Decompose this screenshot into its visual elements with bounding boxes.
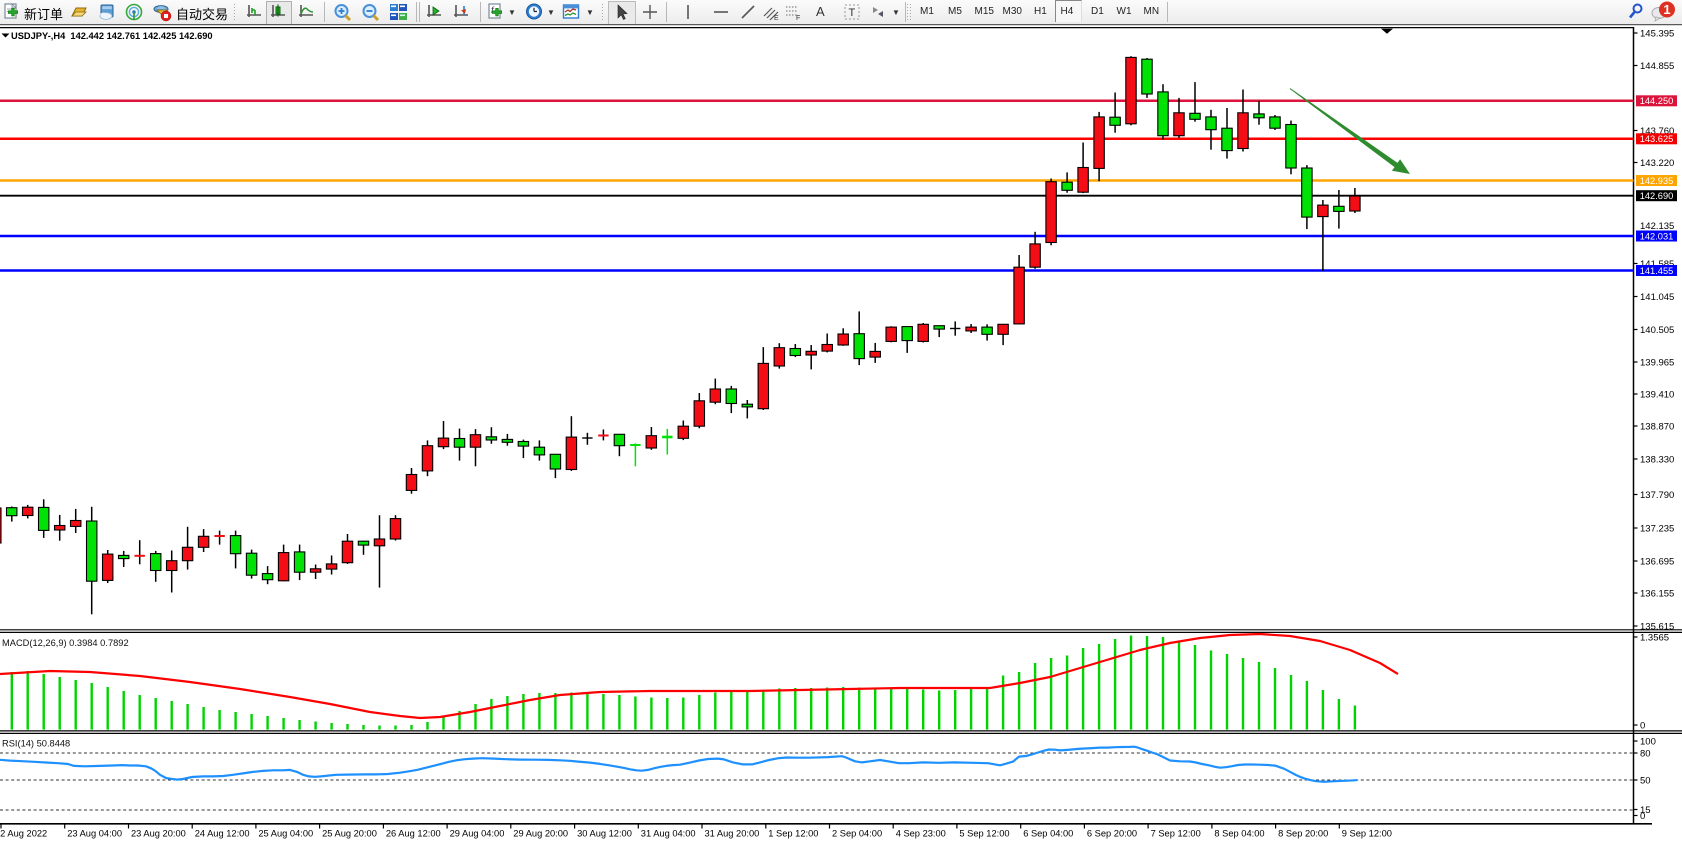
svg-text:0: 0	[1640, 811, 1645, 822]
svg-text:6 Sep 04:00: 6 Sep 04:00	[1023, 829, 1073, 839]
svg-text:4 Sep 23:00: 4 Sep 23:00	[896, 829, 946, 839]
svg-text:8 Sep 20:00: 8 Sep 20:00	[1278, 829, 1328, 839]
svg-text:26 Aug 12:00: 26 Aug 12:00	[386, 829, 441, 839]
svg-text:139.965: 139.965	[1640, 357, 1674, 368]
svg-text:7 Sep 12:00: 7 Sep 12:00	[1151, 829, 1201, 839]
svg-text:30 Aug 12:00: 30 Aug 12:00	[577, 829, 632, 839]
svg-text:E: E	[774, 15, 779, 22]
svg-text:142.935: 142.935	[1640, 176, 1674, 186]
svg-text:80: 80	[1640, 748, 1651, 759]
svg-text:137.790: 137.790	[1640, 490, 1674, 501]
svg-text:25 Aug 20:00: 25 Aug 20:00	[322, 829, 377, 839]
svg-text:8 Sep 04:00: 8 Sep 04:00	[1214, 829, 1264, 839]
svg-text:MACD(12,26,9) 0.3984 0.7892: MACD(12,26,9) 0.3984 0.7892	[2, 638, 129, 648]
svg-text:135.615: 135.615	[1640, 621, 1674, 632]
svg-text:0: 0	[1640, 720, 1645, 731]
svg-text:RSI(14) 50.8448: RSI(14) 50.8448	[2, 739, 70, 749]
svg-text:31 Aug 20:00: 31 Aug 20:00	[705, 829, 760, 839]
svg-text:141.045: 141.045	[1640, 292, 1674, 303]
svg-text:T: T	[849, 7, 856, 19]
svg-text:143.760: 143.760	[1640, 126, 1674, 137]
svg-text:136.155: 136.155	[1640, 588, 1674, 599]
svg-text:F: F	[796, 15, 800, 22]
svg-text:1 Sep 12:00: 1 Sep 12:00	[768, 829, 818, 839]
svg-text:23 Aug 20:00: 23 Aug 20:00	[131, 829, 186, 839]
svg-text:142.690: 142.690	[1640, 191, 1674, 201]
svg-text:15: 15	[1640, 805, 1651, 816]
svg-text:139.410: 139.410	[1640, 389, 1674, 400]
svg-text:136.695: 136.695	[1640, 556, 1674, 567]
svg-text:5 Sep 12:00: 5 Sep 12:00	[959, 829, 1009, 839]
svg-text:24 Aug 12:00: 24 Aug 12:00	[195, 829, 250, 839]
svg-text:6 Sep 20:00: 6 Sep 20:00	[1087, 829, 1137, 839]
svg-text:145.395: 145.395	[1640, 28, 1674, 39]
svg-text:137.235: 137.235	[1640, 523, 1674, 534]
svg-text:100: 100	[1640, 736, 1656, 747]
svg-text:50: 50	[1640, 775, 1651, 786]
svg-text:138.870: 138.870	[1640, 421, 1674, 432]
svg-text:141.585: 141.585	[1640, 259, 1674, 270]
svg-text:144.250: 144.250	[1640, 96, 1674, 106]
svg-text:25 Aug 04:00: 25 Aug 04:00	[258, 829, 313, 839]
svg-text:2 Sep 04:00: 2 Sep 04:00	[832, 829, 882, 839]
svg-text:140.505: 140.505	[1640, 325, 1674, 336]
svg-text:USDJPY-,H4 142.442 142.761 14: USDJPY-,H4 142.442 142.761 142.425 142.6…	[11, 31, 213, 41]
svg-text:29 Aug 04:00: 29 Aug 04:00	[450, 829, 505, 839]
svg-text:23 Aug 04:00: 23 Aug 04:00	[67, 829, 122, 839]
svg-text:142.031: 142.031	[1640, 231, 1674, 241]
svg-text:138.330: 138.330	[1640, 454, 1674, 465]
svg-text:143.625: 143.625	[1640, 134, 1674, 144]
svg-text:142.135: 142.135	[1640, 221, 1674, 232]
svg-text:22 Aug 2022: 22 Aug 2022	[0, 829, 47, 839]
svg-text:144.855: 144.855	[1640, 61, 1674, 72]
svg-text:29 Aug 20:00: 29 Aug 20:00	[513, 829, 568, 839]
svg-text:f: f	[491, 5, 495, 15]
svg-text:141.455: 141.455	[1640, 266, 1674, 276]
svg-text:1: 1	[1663, 2, 1670, 17]
svg-text:1.3565: 1.3565	[1640, 632, 1669, 643]
svg-text:9 Sep 12:00: 9 Sep 12:00	[1342, 829, 1392, 839]
svg-text:143.220: 143.220	[1640, 158, 1674, 169]
svg-text:31 Aug 04:00: 31 Aug 04:00	[641, 829, 696, 839]
